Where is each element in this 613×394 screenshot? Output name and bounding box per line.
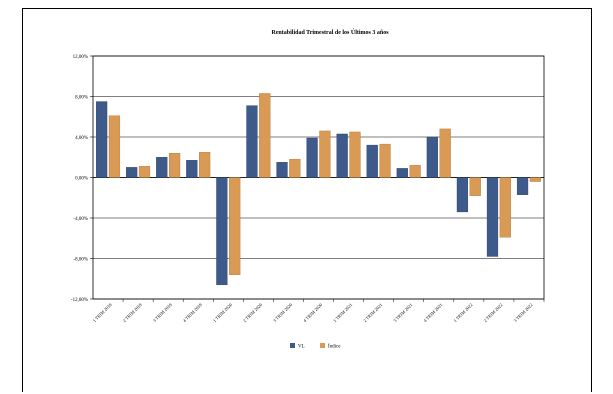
bar-indice: [349, 131, 361, 178]
bar-indice: [138, 166, 151, 178]
legend-label: Índice: [328, 344, 341, 350]
bar-indice: [199, 151, 211, 178]
y-tick-label: 4,00%: [75, 136, 88, 141]
legend-swatch: [290, 343, 295, 348]
x-tick-label: 3 TRIM 2022: [513, 302, 534, 323]
y-tick-label: -4,00%: [73, 217, 88, 222]
x-tick-label: 2 TRIM 2020: [242, 302, 264, 324]
x-tick-label: 4 TRIM 2021: [422, 302, 443, 323]
bar-vl: [486, 177, 499, 257]
bar-vl: [276, 162, 288, 178]
bar-indice: [499, 177, 511, 238]
bar-vl: [246, 105, 258, 178]
bar-vl: [216, 177, 228, 286]
x-tick-label: 1 TRIM 2021: [332, 302, 353, 323]
x-tick-label: 4 TRIM 2019: [182, 302, 204, 324]
x-tick-label: 3 TRIM 2021: [392, 302, 413, 323]
bar-indice: [229, 177, 241, 275]
y-tick-label: -12,00%: [71, 298, 88, 303]
grid-lines: [90, 55, 545, 302]
x-tick-label: 3 TRIM 2019: [152, 302, 174, 324]
bar-vl: [186, 160, 198, 178]
bar-indice: [259, 93, 271, 178]
bar-vl: [96, 101, 108, 178]
chart-title: Rentabilidad Trimestral de los Últimos 3…: [271, 28, 389, 36]
y-axis-ticks: 12,00% 8,00% 4,00% 0,00% -4,00% -8,00% -12,00%: [71, 55, 88, 303]
bar-vl: [156, 157, 168, 178]
bar-indice: [409, 165, 421, 178]
x-axis-ticks: 1 TRIM 2019 2 TRIM 2019 3 TRIM 2019 4 TRIM …: [92, 302, 534, 324]
legend-swatch: [320, 343, 325, 348]
bar-vl: [516, 177, 529, 195]
x-tick-label: 1 TRIM 2020: [212, 302, 234, 324]
bar-indice: [108, 115, 121, 178]
bar-indice: [469, 177, 481, 196]
x-tick-label: 2 TRIM 2022: [483, 302, 504, 323]
legend: VL Índice: [290, 343, 341, 350]
bar-vl: [456, 177, 469, 213]
bar-indice: [439, 128, 451, 178]
y-tick-label: 0,00%: [75, 176, 88, 181]
bar-indice: [319, 130, 331, 178]
legend-label: VL: [298, 345, 305, 350]
x-tick-label: 1 TRIM 2022: [453, 302, 474, 323]
y-tick-label: 8,00%: [75, 95, 88, 100]
bar-indice: [168, 152, 181, 178]
y-tick-label: -8,00%: [73, 257, 88, 262]
bar-vl: [126, 167, 138, 178]
x-tick-label: 2 TRIM 2021: [362, 302, 383, 323]
bar-indice: [289, 159, 301, 178]
y-tick-label: 12,00%: [73, 55, 88, 60]
bar-indice: [529, 177, 541, 182]
bars: [96, 93, 541, 286]
bar-vl: [366, 144, 378, 178]
bar-vl: [306, 137, 318, 178]
bar-vl: [426, 136, 438, 178]
x-tick-label: 1 TRIM 2019: [92, 302, 114, 324]
bar-vl: [396, 168, 408, 178]
bar-vl: [336, 133, 348, 178]
x-tick-label: 4 TRIM 2020: [302, 302, 324, 324]
bar-indice: [379, 143, 391, 178]
x-tick-label: 3 TRIM 2020: [272, 302, 294, 324]
x-tick-label: 2 TRIM 2019: [122, 302, 144, 324]
